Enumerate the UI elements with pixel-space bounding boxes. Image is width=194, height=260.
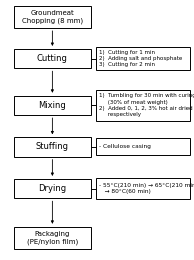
- Text: 1)  Tumbling for 30 min with curing solution
     (30% of meat weight)
2)  Added: 1) Tumbling for 30 min with curing solut…: [99, 94, 194, 117]
- Text: Cutting: Cutting: [37, 54, 68, 63]
- Bar: [14, 96, 91, 115]
- Bar: [96, 47, 190, 70]
- Text: - Cellulose casing: - Cellulose casing: [99, 144, 151, 150]
- Text: 1)  Cutting for 1 min
2)  Adding salt and phosphate
3)  Cutting for 2 min: 1) Cutting for 1 min 2) Adding salt and …: [99, 50, 182, 67]
- Bar: [96, 178, 190, 199]
- Bar: [14, 6, 91, 28]
- Bar: [14, 227, 91, 249]
- Bar: [14, 49, 91, 68]
- Text: Drying: Drying: [38, 184, 66, 193]
- Text: Packaging
(PE/nylon film): Packaging (PE/nylon film): [27, 231, 78, 245]
- Text: Stuffing: Stuffing: [36, 142, 69, 151]
- Bar: [96, 90, 190, 121]
- Text: Mixing: Mixing: [38, 101, 66, 110]
- Text: - 55°C(210 min) → 65°C(210 min)
   → 80°C(60 min): - 55°C(210 min) → 65°C(210 min) → 80°C(6…: [99, 183, 194, 194]
- Bar: [14, 179, 91, 198]
- Bar: [14, 137, 91, 157]
- Bar: [96, 138, 190, 155]
- Text: Groundmeat
Chopping (8 mm): Groundmeat Chopping (8 mm): [22, 10, 83, 24]
